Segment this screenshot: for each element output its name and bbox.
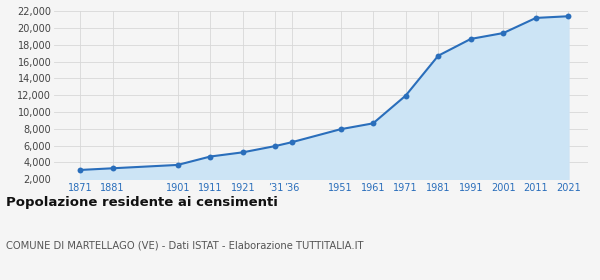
Point bbox=[563, 14, 573, 18]
Point bbox=[499, 31, 508, 35]
Point bbox=[466, 37, 476, 41]
Text: Popolazione residente ai censimenti: Popolazione residente ai censimenti bbox=[6, 196, 278, 209]
Point bbox=[401, 94, 410, 98]
Point bbox=[108, 166, 118, 171]
Point bbox=[336, 127, 346, 131]
Point bbox=[531, 16, 541, 20]
Text: COMUNE DI MARTELLAGO (VE) - Dati ISTAT - Elaborazione TUTTITALIA.IT: COMUNE DI MARTELLAGO (VE) - Dati ISTAT -… bbox=[6, 241, 364, 251]
Point bbox=[271, 144, 280, 148]
Point bbox=[238, 150, 248, 155]
Point bbox=[287, 140, 296, 144]
Point bbox=[75, 168, 85, 172]
Point bbox=[433, 53, 443, 58]
Point bbox=[368, 121, 378, 125]
Point bbox=[173, 163, 182, 167]
Point bbox=[205, 154, 215, 159]
